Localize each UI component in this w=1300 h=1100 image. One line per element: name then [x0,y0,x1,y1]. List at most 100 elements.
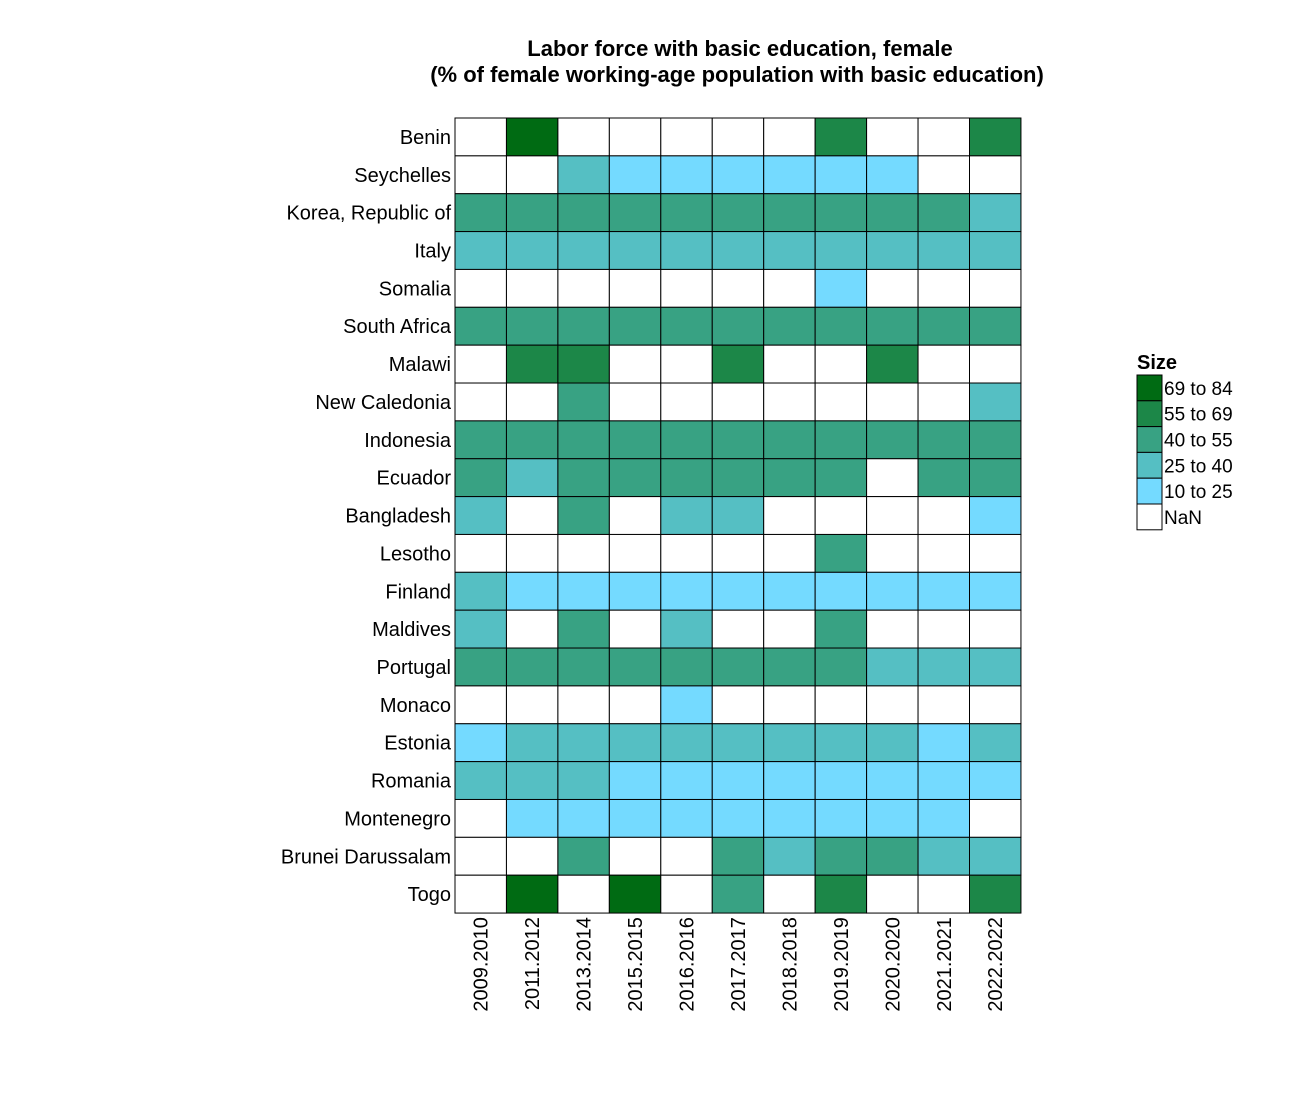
heatmap-cell [557,496,610,535]
heatmap-cell [608,836,662,876]
heatmap-cell [557,761,610,800]
heatmap-cell [814,306,868,346]
heatmap-cell [505,685,559,725]
heatmap-cell [969,723,1022,763]
heatmap-cell [763,420,816,460]
column-label: 2013.2014 [574,917,596,1012]
row-label: Romania [371,771,452,793]
heatmap-cell [711,458,765,498]
heatmap-cell [763,344,816,384]
heatmap-cell [454,609,507,649]
heatmap-cell [660,306,713,346]
heatmap-cell [505,268,559,308]
heatmap-cell [763,685,816,725]
heatmap-cell [505,609,559,649]
heatmap-cell [814,231,868,270]
heatmap-cell [660,609,713,649]
heatmap-cell [608,155,662,195]
heatmap-cell [608,609,662,649]
row-label: Bangladesh [345,506,451,528]
heatmap-cell [454,571,507,611]
heatmap-cell [660,382,713,422]
heatmap-cell [866,609,919,649]
heatmap-cell [454,533,507,573]
column-label: 2021.2021 [934,917,956,1012]
heatmap-cell [969,155,1022,195]
legend-label: 40 to 55 [1164,431,1233,452]
heatmap-cell [917,231,970,270]
heatmap-cell [969,874,1022,914]
heatmap-cell [917,306,970,346]
heatmap-cell [917,496,970,535]
column-label: 2017.2017 [728,917,750,1012]
heatmap-cell [608,306,662,346]
heatmap-cell [711,533,765,573]
heatmap-cell [866,685,919,725]
heatmap-cell [454,155,507,195]
heatmap-cell [969,798,1022,838]
heatmap-cell [917,533,970,573]
heatmap-cell [866,117,919,157]
heatmap-cell [557,193,610,233]
heatmap-cell [917,193,970,233]
heatmap-cell [660,761,713,800]
heatmap-cell [608,647,662,687]
heatmap-cell [917,382,970,422]
heatmap-cell [917,836,970,876]
heatmap-cell [660,344,713,384]
heatmap-cell [454,344,507,384]
heatmap-cell [557,382,610,422]
legend-swatch [1136,426,1163,453]
legend-swatch [1136,477,1163,505]
heatmap-cell [557,647,610,687]
heatmap-cell [454,723,507,763]
row-label: Estonia [384,733,452,755]
heatmap-cell [814,496,868,535]
heatmap-cell [763,306,816,346]
heatmap-cell [557,723,610,763]
heatmap-cell [454,647,507,687]
heatmap-cell [660,533,713,573]
heatmap-cell [763,798,816,838]
heatmap-cell [814,685,868,725]
column-label: 2011.2012 [522,917,544,1010]
heatmap-cell [608,874,662,914]
heatmap-cell [866,382,919,422]
row-label: Montenegro [344,808,451,830]
heatmap-cell [454,306,507,346]
column-labels: 2009.2010 2011.2012 2013.2014 2015.2015 2016… [471,917,1007,1012]
heatmap-cell [711,382,765,422]
column-label: 2016.2016 [677,917,699,1012]
heatmap-cell [660,685,713,725]
heatmap-cell [866,193,919,233]
heatmap-cell [763,117,816,157]
heatmap-cell [660,798,713,838]
chart-title-line-1: Labor force with basic education, female [527,36,952,61]
heatmap-cell [557,874,610,914]
heatmap-cell [557,117,610,157]
row-label: Portugal [377,657,452,679]
heatmap-cell [866,647,919,687]
heatmap-cell [608,723,662,763]
heatmap-cell [711,874,765,914]
heatmap-cell [917,874,970,914]
heatmap-cell [557,609,610,649]
heatmap-cell [711,193,765,233]
row-label: Lesotho [380,543,451,565]
heatmap-cell [866,496,919,535]
legend-swatch [1136,400,1163,428]
row-label: Ecuador [377,468,452,490]
heatmap-cell [557,155,610,195]
heatmap-cell [454,798,507,838]
heatmap-cell [505,571,559,611]
heatmap-cell [557,798,610,838]
heatmap-cell [505,533,559,573]
heatmap-cell [505,344,559,384]
heatmap-cell [814,268,868,308]
row-label: Korea, Republic of [286,203,451,225]
heatmap-cell [969,306,1022,346]
column-label: 2018.2018 [779,917,801,1012]
row-label: Maldives [372,619,451,641]
heatmap-cell [660,723,713,763]
heatmap-cell [866,723,919,763]
